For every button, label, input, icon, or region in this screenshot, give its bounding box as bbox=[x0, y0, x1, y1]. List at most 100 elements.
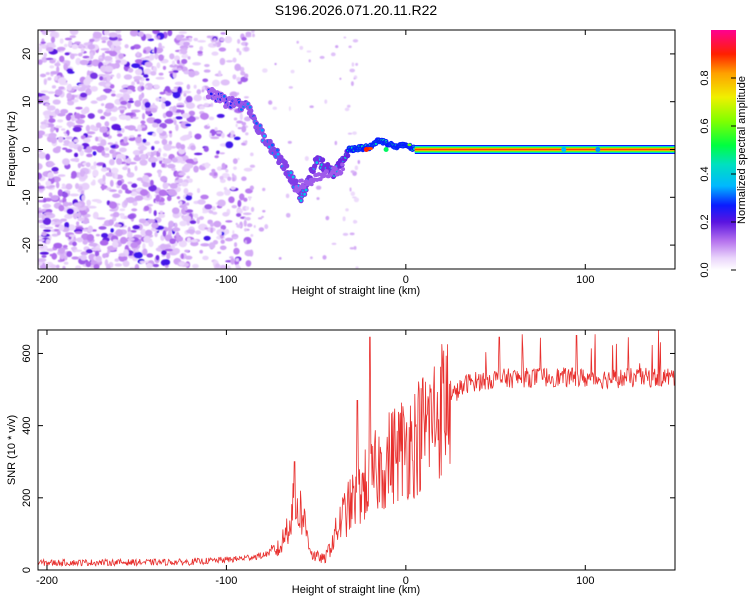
noise-blob bbox=[112, 239, 118, 243]
noise-blob bbox=[159, 97, 167, 103]
noise-blob bbox=[353, 219, 357, 224]
noise-blob bbox=[169, 64, 179, 68]
noise-blob bbox=[168, 165, 176, 169]
noise-blob bbox=[95, 255, 102, 263]
noise-blob bbox=[202, 78, 209, 83]
noise-blob bbox=[202, 210, 208, 214]
colorbar-tick-label: 0.0 bbox=[699, 262, 711, 277]
noise-blob bbox=[43, 229, 52, 233]
noise-blob bbox=[233, 236, 238, 239]
noise-blob bbox=[159, 210, 164, 214]
noise-blob bbox=[87, 44, 96, 50]
noise-blob bbox=[98, 226, 107, 230]
noise-blob bbox=[178, 212, 182, 217]
noise-blob bbox=[129, 135, 135, 138]
spectrogram-y-label: Frequency (Hz) bbox=[6, 111, 18, 187]
noise-blob bbox=[139, 153, 147, 161]
noise-blob bbox=[164, 248, 173, 252]
noise-blob bbox=[236, 76, 241, 82]
noise-blob bbox=[241, 36, 247, 41]
noise-blob bbox=[219, 245, 227, 251]
noise-blob bbox=[92, 211, 99, 220]
noise-blob bbox=[71, 43, 79, 50]
noise-blob bbox=[182, 215, 192, 222]
noise-blob bbox=[131, 63, 141, 69]
noise-blob bbox=[108, 36, 119, 41]
noise-blob bbox=[156, 126, 164, 134]
noise-blob bbox=[38, 162, 43, 170]
noise-blob bbox=[77, 146, 82, 152]
noise-blob bbox=[319, 55, 325, 59]
noise-blob bbox=[142, 112, 146, 120]
noise-blob bbox=[156, 156, 163, 161]
noise-blob bbox=[125, 190, 132, 194]
noise-blob bbox=[130, 46, 135, 50]
noise-blob bbox=[116, 130, 122, 134]
noise-blob bbox=[133, 156, 142, 162]
y-tick-label: 600 bbox=[21, 344, 33, 362]
noise-blob bbox=[182, 90, 192, 94]
noise-blob bbox=[183, 92, 187, 97]
noise-blob bbox=[238, 50, 242, 56]
noise-blob bbox=[65, 136, 74, 140]
noise-blob bbox=[168, 140, 173, 146]
noise-blob bbox=[86, 153, 93, 158]
noise-blob bbox=[211, 168, 216, 173]
noise-blob bbox=[146, 151, 152, 156]
noise-blob bbox=[146, 204, 153, 207]
trace-halo bbox=[302, 184, 307, 189]
trace-halo bbox=[322, 173, 327, 178]
noise-blob bbox=[57, 174, 66, 177]
noise-blob bbox=[132, 116, 139, 120]
noise-blob bbox=[229, 256, 234, 259]
noise-blob bbox=[158, 148, 162, 153]
noise-blob bbox=[155, 97, 161, 102]
noise-blob bbox=[158, 201, 165, 206]
noise-blob bbox=[75, 265, 82, 269]
noise-blob bbox=[342, 232, 349, 236]
noise-blob bbox=[149, 157, 158, 163]
noise-blob bbox=[85, 124, 91, 132]
noise-blob bbox=[250, 234, 254, 237]
noise-blob bbox=[102, 174, 106, 182]
noise-blob bbox=[159, 91, 166, 95]
noise-blob bbox=[124, 125, 131, 130]
noise-blob bbox=[92, 169, 99, 177]
noise-blob bbox=[234, 63, 242, 72]
noise-blob bbox=[241, 176, 247, 182]
noise-blob bbox=[178, 31, 188, 35]
noise-blob bbox=[112, 241, 119, 248]
noise-blob bbox=[190, 145, 196, 151]
noise-blob bbox=[131, 208, 138, 212]
noise-blob bbox=[59, 55, 65, 63]
noise-blob bbox=[233, 166, 237, 170]
noise-blob bbox=[149, 179, 154, 186]
noise-blob bbox=[186, 237, 191, 243]
trace-core bbox=[246, 102, 250, 106]
noise-blob bbox=[158, 42, 162, 49]
noise-blob bbox=[261, 215, 264, 219]
noise-blob bbox=[90, 100, 98, 104]
spectrogram-x-axis: -200 -100 0 100 bbox=[36, 30, 594, 286]
noise-blob bbox=[199, 46, 204, 51]
noise-blob bbox=[91, 59, 100, 67]
noise-blob bbox=[158, 213, 166, 219]
noise-blob bbox=[355, 266, 359, 269]
noise-blob bbox=[93, 263, 100, 269]
noise-blob bbox=[180, 49, 188, 55]
noise-blob bbox=[156, 62, 161, 69]
noise-blob bbox=[353, 245, 357, 250]
noise-blob bbox=[154, 231, 158, 238]
noise-blob bbox=[325, 215, 330, 221]
noise-blob bbox=[132, 201, 138, 206]
noise-blob bbox=[45, 180, 52, 187]
noise-blob bbox=[144, 107, 152, 112]
noise-blob bbox=[220, 32, 226, 35]
noise-blob bbox=[47, 171, 54, 179]
noise-blob bbox=[59, 253, 65, 260]
noise-blob bbox=[146, 262, 153, 269]
noise-blob bbox=[112, 211, 120, 218]
noise-blob bbox=[39, 73, 47, 78]
x-tick-label: -100 bbox=[215, 575, 237, 587]
noise-blob bbox=[236, 224, 242, 228]
